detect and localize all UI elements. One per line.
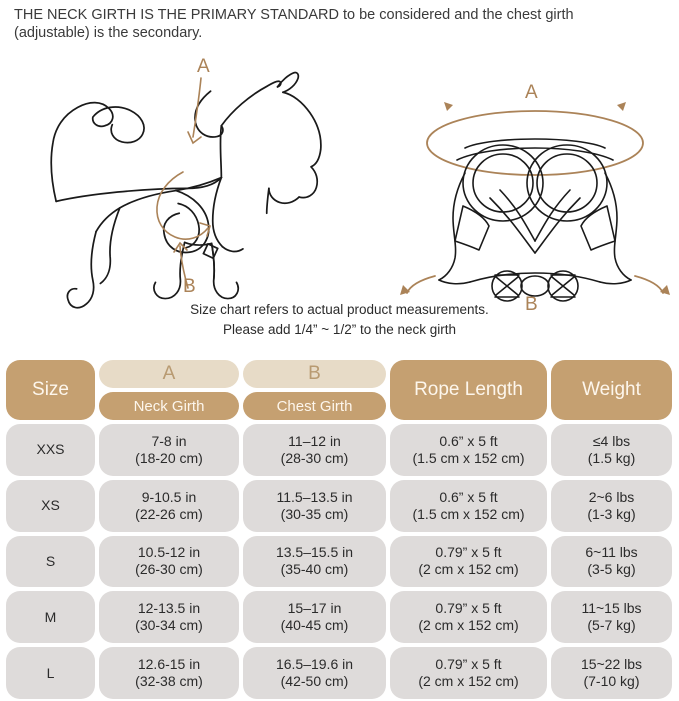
svg-text:A: A [525, 82, 538, 103]
svg-text:A: A [197, 56, 210, 77]
